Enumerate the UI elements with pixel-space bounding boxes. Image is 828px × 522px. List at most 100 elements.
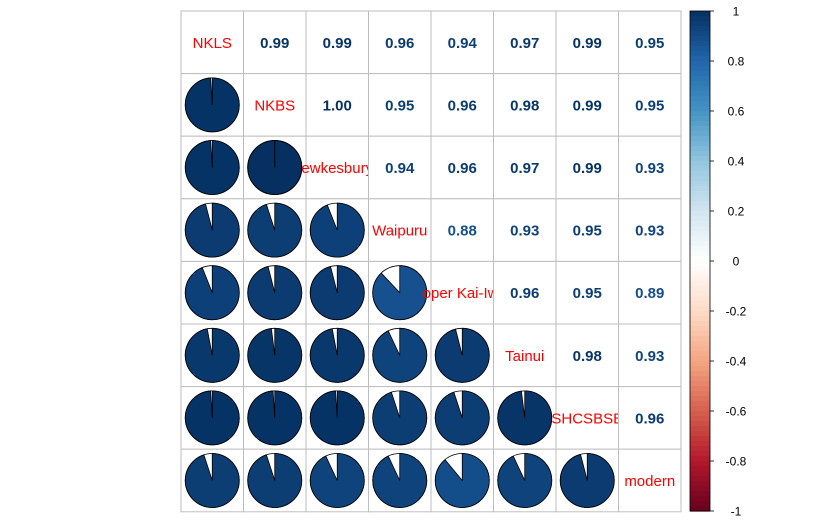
- variable-label: oper Kai-Iwi: [423, 285, 502, 302]
- coefficient-label: 0.96: [448, 97, 477, 114]
- colorbar-band: [690, 471, 710, 477]
- cell-hawkesbury-hawkesbury: ewkesbury: [301, 135, 374, 200]
- colorbar-band: [690, 241, 710, 247]
- colorbar-band: [690, 246, 710, 252]
- colorbar-band: [690, 346, 710, 352]
- cell-border: [493, 323, 557, 388]
- pie-slice: [372, 327, 428, 383]
- cell-shcsbsb-waipuru: [368, 386, 432, 450]
- colorbar-band: [690, 466, 710, 472]
- cell-border: [555, 73, 619, 137]
- colorbar-band: [690, 161, 710, 167]
- colorbar-band: [690, 411, 710, 417]
- pie-slice: [309, 390, 365, 446]
- cell-waipuru-waipuru: Waipuru: [368, 198, 432, 262]
- cell-upper-kai-iwi-shcsbsb: 0.95: [555, 260, 619, 325]
- colorbar-band: [690, 406, 710, 412]
- pie-slice: [184, 202, 240, 258]
- colorbar-band: [690, 501, 710, 507]
- pie-slice: [372, 390, 428, 446]
- colorbar-band: [690, 221, 710, 227]
- colorbar-band: [690, 421, 710, 427]
- cell-border: [618, 10, 682, 75]
- colorbar-tick-label: -0.6: [726, 405, 747, 419]
- coefficient-label: 0.95: [635, 35, 664, 52]
- cell-tainui-waipuru: [368, 323, 432, 388]
- coefficient-label: 0.93: [635, 348, 664, 365]
- pie-slice: [434, 453, 490, 508]
- colorbar-band: [690, 391, 710, 397]
- colorbar-band: [690, 16, 710, 22]
- pie-slice: [247, 390, 303, 446]
- colorbar-band: [690, 216, 710, 222]
- colorbar-band: [690, 146, 710, 152]
- cell-tainui-shcsbsb: 0.98: [555, 323, 619, 388]
- cell-waipuru-nkbs: [243, 198, 307, 262]
- colorbar-band: [690, 176, 710, 182]
- cell-border: [618, 386, 682, 450]
- correlation-matrix: NKLS 0.99 0.99 0.96 0.94 0.97 0.99 0.95 NKBS 1.00…: [180, 10, 682, 513]
- cell-upper-kai-iwi-upper-kai-iwi: oper Kai-Iwi: [423, 260, 502, 325]
- colorbar-band: [690, 371, 710, 377]
- pie-slice: [309, 265, 365, 321]
- cell-tainui-modern: 0.93: [618, 323, 682, 388]
- colorbar-band: [690, 451, 710, 457]
- pie-slice: [247, 453, 303, 508]
- colorbar-band: [690, 331, 710, 337]
- colorbar-band: [690, 11, 710, 17]
- colorbar-band: [690, 286, 710, 292]
- cell-shcsbsb-upper-kai-iwi: [430, 386, 494, 450]
- coefficient-label: 0.99: [260, 35, 289, 52]
- cell-modern-nkbs: [243, 448, 307, 513]
- cell-border: [493, 10, 557, 75]
- colorbar-band: [690, 251, 710, 257]
- cell-border: [305, 10, 369, 75]
- cell-hawkesbury-tainui: 0.97: [493, 135, 557, 200]
- colorbar-band: [690, 106, 710, 112]
- colorbar-band: [690, 136, 710, 142]
- colorbar-band: [690, 156, 710, 162]
- cell-nkbs-nkbs: NKBS: [243, 73, 307, 137]
- cell-nkls-waipuru: 0.96: [368, 10, 432, 75]
- cell-border: [618, 198, 682, 262]
- pie-slice: [497, 453, 553, 508]
- cell-shcsbsb-modern: 0.96: [618, 386, 682, 450]
- colorbar-band: [690, 191, 710, 197]
- colorbar-band: [690, 61, 710, 67]
- cell-shcsbsb-tainui: [493, 386, 557, 450]
- colorbar-band: [690, 91, 710, 97]
- colorbar-tick-label: 0.2: [728, 205, 745, 219]
- cell-border: [430, 260, 494, 325]
- colorbar-band: [690, 491, 710, 497]
- pie-slice: [309, 202, 365, 258]
- colorbar-band: [690, 431, 710, 437]
- colorbar-band: [690, 236, 710, 242]
- coefficient-label: 0.99: [573, 97, 602, 114]
- colorbar-tick-label: -0.2: [726, 305, 747, 319]
- colorbar-band: [690, 36, 710, 42]
- colorbar-band: [690, 476, 710, 482]
- colorbar-band: [690, 366, 710, 372]
- colorbar-tick-label: 0.6: [728, 105, 745, 119]
- colorbar-tick-label: 0.8: [728, 55, 745, 69]
- colorbar-band: [690, 296, 710, 302]
- coefficient-label: 0.97: [510, 35, 539, 52]
- colorbar-band: [690, 231, 710, 237]
- colorbar-band: [690, 386, 710, 392]
- colorbar-band: [690, 301, 710, 307]
- cell-modern-shcsbsb: [555, 448, 619, 513]
- cell-tainui-nkls: [180, 323, 244, 388]
- colorbar-band: [690, 326, 710, 332]
- cell-hawkesbury-nkbs: [243, 135, 307, 200]
- coefficient-label: 0.96: [448, 160, 477, 177]
- colorbar-tick-label: -1: [731, 505, 742, 519]
- cell-shcsbsb-shcsbsb: SHCSBSB: [551, 386, 623, 450]
- cell-hawkesbury-nkls: [180, 135, 244, 200]
- cell-waipuru-shcsbsb: 0.95: [555, 198, 619, 262]
- cell-border: [493, 260, 557, 325]
- cell-upper-kai-iwi-tainui: 0.96: [493, 260, 557, 325]
- colorbar-band: [690, 186, 710, 192]
- cell-tainui-hawkesbury: [305, 323, 369, 388]
- cell-modern-tainui: [493, 448, 557, 513]
